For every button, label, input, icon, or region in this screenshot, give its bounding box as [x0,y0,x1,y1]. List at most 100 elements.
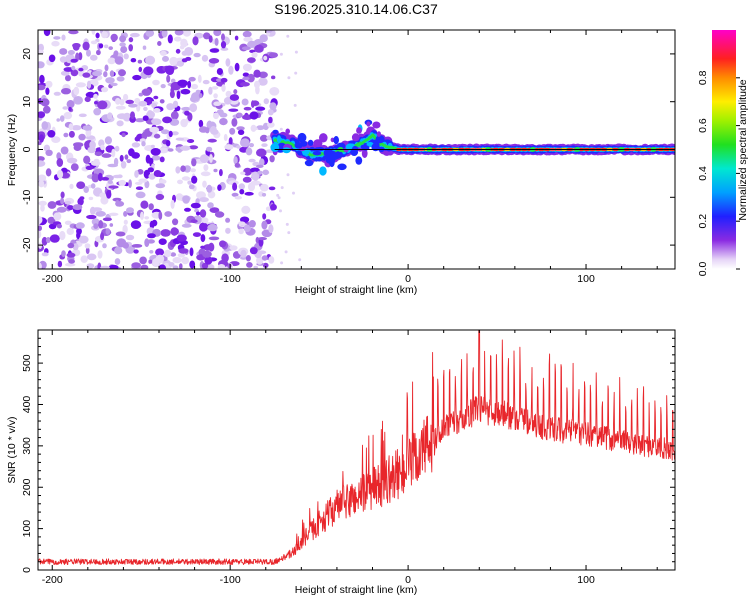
noise-blob [251,126,258,131]
noise-blob [140,211,144,220]
noise-blob [168,130,173,138]
noise-blob [236,145,241,149]
noise-blob [45,87,50,95]
noise-blob [131,262,141,269]
noise-blob [268,256,275,264]
noise-blob [56,223,63,229]
noise-blob [176,234,187,242]
noise-blob [160,229,171,237]
noise-blob [208,236,220,241]
noise-blob [125,234,135,241]
noise-blob [219,112,228,118]
noise-blob [51,136,61,144]
noise-blob [63,67,74,72]
noise-blob [202,180,207,188]
noise-blob [149,126,160,133]
noise-blob [198,119,204,128]
noise-blob [220,47,229,51]
noise-blob [94,101,99,105]
noise-blob [268,224,274,234]
noise-blob [160,129,170,135]
noise-blob [181,223,192,228]
noise-blob [107,112,113,120]
noise-blob [116,113,128,120]
noise-blob [82,72,91,78]
noise-blob [151,118,162,126]
noise-blob [122,224,128,234]
noise-blob [193,52,201,58]
noise-blob [223,97,232,105]
noise-blob [262,213,267,220]
noise-blob [177,79,188,87]
noise-blob [228,65,234,75]
noise-blob [241,205,251,214]
noise-blob [38,215,43,225]
signal-blob [361,149,368,158]
noise-blob [123,219,128,225]
noise-blob [279,209,282,213]
x-tick-label: -100 [220,574,241,586]
noise-blob [200,245,206,249]
noise-blob [294,50,298,54]
noise-blob [126,159,132,164]
noise-blob [181,176,191,181]
noise-blob [70,69,79,77]
noise-blob [170,111,179,120]
colorbar-tick-label: 0.0 [697,262,709,277]
noise-blob [100,232,105,241]
noise-blob [229,94,240,101]
noise-blob [96,49,101,56]
y-tick-label: 100 [21,520,33,538]
noise-blob [220,77,228,83]
signal-blob [313,139,323,148]
noise-blob [79,196,85,201]
noise-blob [238,228,244,235]
noise-blob [115,199,120,207]
figure-title: S196.2025.310.14.06.C37 [274,1,438,17]
noise-blob [134,136,140,142]
noise-blob [213,93,218,99]
noise-blob [76,231,81,240]
noise-blob [161,30,168,38]
signal-blob [325,156,336,164]
noise-blob [298,258,302,262]
noise-blob [174,36,182,42]
noise-blob [269,155,275,163]
noise-blob [118,179,127,186]
spectrogram-y-label: Frequency (Hz) [6,114,18,186]
noise-blob [38,225,42,231]
noise-blob [118,69,126,77]
noise-blob [239,189,245,195]
noise-blob [197,74,202,83]
noise-blob [78,235,89,244]
noise-blob [84,96,91,103]
noise-blob [114,56,124,65]
noise-blob [67,205,74,211]
noise-blob [217,264,226,269]
noise-blob [192,36,199,46]
noise-blob [153,95,159,100]
noise-blob [242,72,250,77]
noise-blob [56,169,64,179]
colorbar-tick-label: 0.4 [697,166,709,181]
noise-blob [232,182,238,191]
noise-blob [174,30,184,36]
signal-blob [351,133,360,142]
noise-blob [234,35,239,41]
noise-blob [68,30,79,35]
noise-blob [257,250,267,255]
noise-blob [56,158,64,167]
noise-blob [245,147,253,156]
noise-blob [116,120,124,127]
noise-blob [108,46,113,50]
noise-blob [56,152,62,160]
noise-blob [189,260,196,269]
noise-blob [98,43,104,49]
noise-blob [132,74,142,81]
noise-blob [89,140,96,150]
noise-blob [122,242,129,249]
noise-blob [242,63,252,72]
noise-blob [233,156,238,165]
noise-blob [113,50,119,58]
noise-blob [162,116,173,124]
